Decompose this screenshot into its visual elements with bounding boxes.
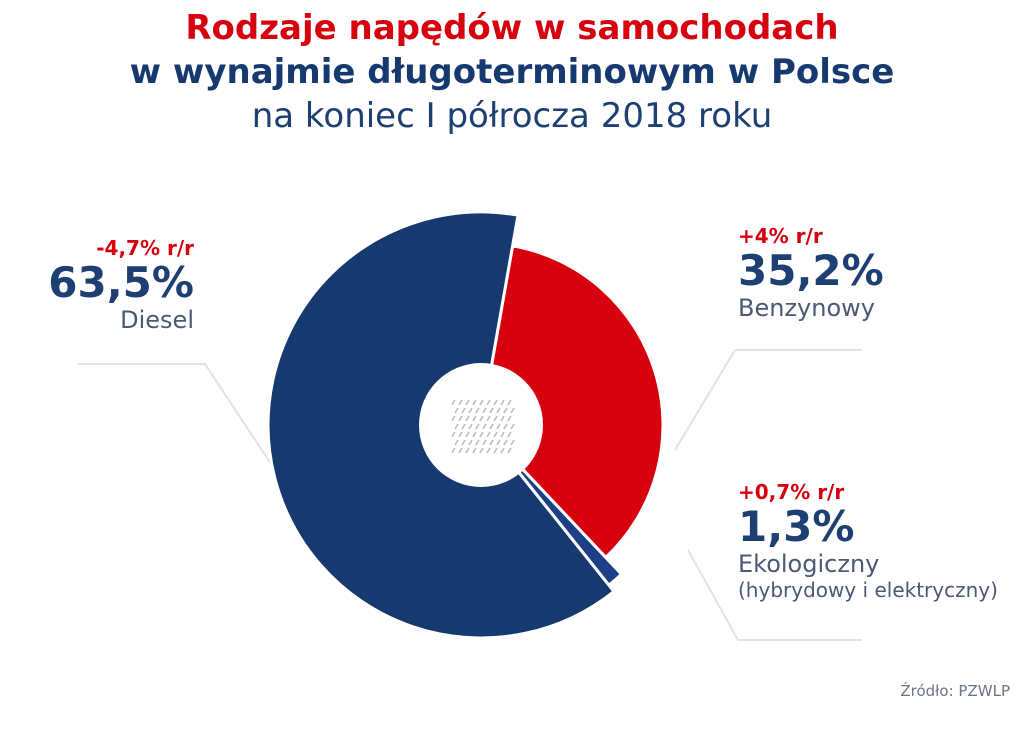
pie-slice-benzynowy bbox=[479, 244, 665, 559]
title-line-3: na koniec I półrocza 2018 roku bbox=[251, 96, 773, 136]
label-benzynowy: +4% r/r 35,2% Benzynowy bbox=[738, 224, 884, 322]
label-diesel: -4,7% r/r 63,5% Diesel bbox=[48, 236, 194, 334]
value-diesel: 63,5% bbox=[48, 258, 194, 307]
change-ekologiczny: +0,7% r/r bbox=[738, 480, 845, 504]
value-benzynowy: 35,2% bbox=[738, 246, 884, 295]
title-line-2: w wynajmie długoterminowym w Polsce bbox=[129, 52, 895, 92]
leader-line-diesel bbox=[78, 363, 276, 471]
title-line-1: Rodzaje napędów w samochodach bbox=[185, 8, 839, 48]
source-note: Źródło: PZWLP bbox=[900, 682, 1010, 700]
change-benzynowy: +4% r/r bbox=[738, 224, 823, 248]
center-logo-icon bbox=[419, 363, 543, 487]
name-ekologiczny: Ekologiczny bbox=[738, 550, 880, 579]
leader-lines bbox=[78, 349, 862, 641]
leader-line-benzynowy bbox=[674, 349, 862, 451]
name-diesel: Diesel bbox=[120, 306, 194, 335]
label-ekologiczny: +0,7% r/r 1,3% Ekologiczny (hybrydowy i … bbox=[738, 480, 998, 602]
value-ekologiczny: 1,3% bbox=[738, 502, 855, 551]
subname-ekologiczny: (hybrydowy i elektryczny) bbox=[738, 578, 998, 603]
name-benzynowy: Benzynowy bbox=[738, 294, 875, 323]
change-diesel: -4,7% r/r bbox=[96, 236, 194, 260]
leader-line-ekologiczny bbox=[687, 549, 862, 641]
